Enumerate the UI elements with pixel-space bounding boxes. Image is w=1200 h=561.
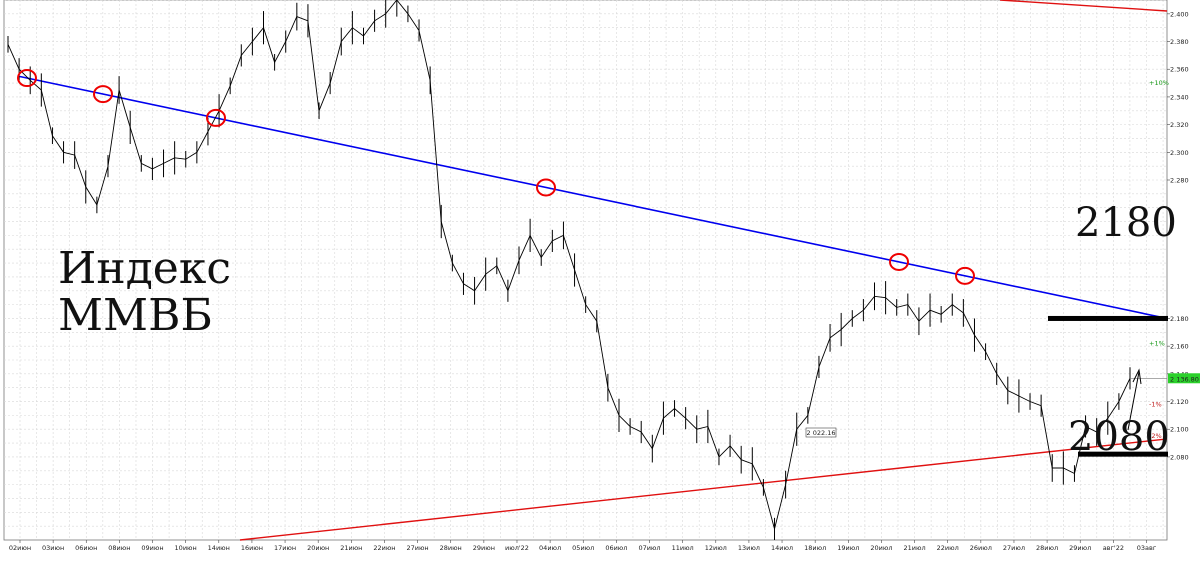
- x-tick-label: 27июн: [406, 544, 428, 552]
- x-tick-label: 05июл: [572, 544, 594, 552]
- x-tick-label: 17июн: [274, 544, 296, 552]
- level-arrowhead-2080: [1132, 368, 1142, 385]
- price-axis: 2.400 2.380 2.360 2.340 2.320 2.300 2.280 2.180…: [1130, 10, 1200, 461]
- level-bar-2080: [1078, 451, 1168, 457]
- trendlines: [17, 0, 1168, 541]
- resistance-trendline: [17, 75, 1168, 320]
- x-tick-label: 11июл: [672, 544, 694, 552]
- x-tick-label: 22июн: [373, 544, 395, 552]
- price-series: 2 022.16: [7, 0, 1131, 540]
- x-tick-label: 21июл: [904, 544, 926, 552]
- level-bar-2180: [1048, 315, 1168, 321]
- last-price-box: [1168, 373, 1200, 384]
- y-tick-label: 2.340: [1170, 93, 1189, 101]
- price-line: [7, 0, 1131, 531]
- highlight-circle: [889, 252, 909, 271]
- x-tick-label: 03июн: [42, 544, 64, 552]
- chart-title-line-2: ММВБ: [58, 290, 213, 341]
- highlight-circle: [206, 108, 226, 127]
- level-markers: 2180 2080: [1048, 200, 1177, 460]
- low-label-box: [805, 427, 837, 438]
- y-tick-label: 2.120: [1170, 398, 1189, 406]
- highlight-circle: [17, 69, 37, 88]
- x-tick-label: 29июл: [1069, 544, 1091, 552]
- x-tick-label: 06июл: [605, 544, 627, 552]
- y-tick-label: 2.080: [1170, 453, 1189, 461]
- percent-mark: -1%: [1149, 400, 1162, 408]
- upper-trendline: [999, 0, 1168, 12]
- x-tick-label: 18июл: [804, 544, 826, 552]
- y-tick-label: 2.380: [1170, 38, 1189, 46]
- percent-mark: +10%: [1149, 79, 1169, 87]
- x-tick-label: 20июл: [870, 544, 892, 552]
- y-tick-label: 2.320: [1170, 121, 1189, 129]
- x-tick-label: авг'22: [1103, 544, 1124, 552]
- x-tick-label: 14июн: [208, 544, 230, 552]
- support-trendline: [239, 438, 1168, 541]
- x-tick-label: 26июл: [970, 544, 992, 552]
- x-tick-label: 03авг: [1137, 544, 1157, 552]
- highlight-circle: [955, 266, 975, 285]
- x-tick-label: 19июл: [837, 544, 859, 552]
- x-tick-label: 10июн: [175, 544, 197, 552]
- chart-title-line-1: Индекс: [58, 243, 231, 294]
- x-tick-label: 27июл: [1003, 544, 1025, 552]
- highlight-circle: [93, 85, 113, 104]
- x-tick-label: 28июл: [1036, 544, 1058, 552]
- x-tick-label: 02июн: [9, 544, 31, 552]
- chart-grid: [3, 0, 1168, 541]
- circled-highs: [17, 69, 975, 285]
- low-price-label: 2 022.16: [805, 427, 837, 438]
- low-label-text: 2 022.16: [807, 429, 836, 437]
- x-tick-label: 06июн: [75, 544, 97, 552]
- level-arrow-2080: [1127, 371, 1140, 431]
- y-tick-label: 2.160: [1170, 343, 1189, 351]
- last-price-tag: 2 136.80: [1130, 373, 1200, 384]
- percent-mark: -2%: [1149, 432, 1162, 440]
- x-tick-label: 04июл: [539, 544, 561, 552]
- x-tick-label: 16июн: [241, 544, 263, 552]
- x-tick-label: 29июн: [473, 544, 495, 552]
- x-tick-label: 21июн: [340, 544, 362, 552]
- y-tick-label: 2.360: [1170, 66, 1189, 74]
- x-tick-label: июл'22: [505, 544, 529, 552]
- y-tick-label: 2.180: [1170, 315, 1189, 323]
- x-tick-label: 28июн: [440, 544, 462, 552]
- x-tick-label: 13июл: [738, 544, 760, 552]
- date-axis: 02июн 03июн 06июн 08июн 09июн 10июн 14июн 16июн…: [9, 540, 1157, 552]
- x-tick-label: 08июн: [108, 544, 130, 552]
- level-label-2180: 2180: [1075, 200, 1177, 246]
- plot-frame: [3, 0, 1168, 541]
- x-tick-label: 09июн: [141, 544, 163, 552]
- y-tick-label: 2.100: [1170, 426, 1189, 434]
- x-tick-label: 07июл: [638, 544, 660, 552]
- x-tick-label: 12июл: [705, 544, 727, 552]
- percent-mark: +1%: [1149, 339, 1165, 347]
- x-tick-label: 22июл: [937, 544, 959, 552]
- x-tick-label: 20июн: [307, 544, 329, 552]
- last-price-text: 2 136.80: [1170, 375, 1199, 383]
- y-tick-label: 2.280: [1170, 177, 1189, 185]
- y-tick-label: 2.400: [1170, 10, 1189, 18]
- x-tick-label: 14июл: [771, 544, 793, 552]
- y-tick-label: 2.300: [1170, 149, 1189, 157]
- level-label-2080: 2080: [1068, 414, 1170, 460]
- highlight-circle: [536, 178, 556, 197]
